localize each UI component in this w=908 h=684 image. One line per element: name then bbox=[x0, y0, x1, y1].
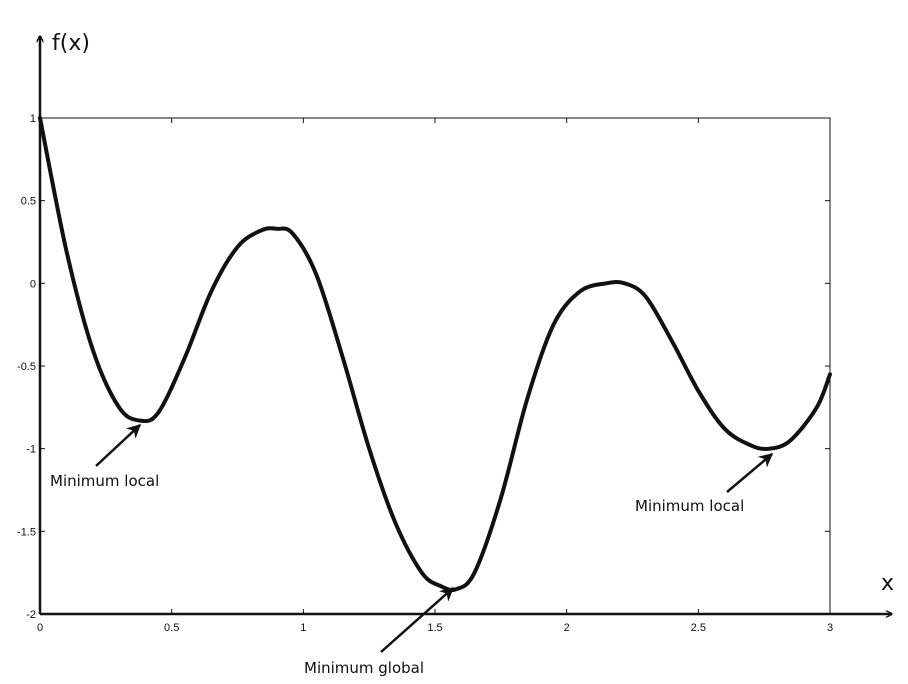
y-tick-label: -2 bbox=[26, 609, 36, 621]
annotation-arrow bbox=[95, 424, 142, 467]
annotation-arrow bbox=[726, 453, 774, 493]
y-tick-label: 0.5 bbox=[21, 196, 36, 208]
y-tick-label: -0.5 bbox=[17, 361, 36, 373]
y-axis-title: f(x) bbox=[52, 31, 90, 56]
annotation-label: Minimum local bbox=[50, 472, 159, 490]
annotation-arrow bbox=[380, 587, 455, 653]
x-axis-title: x bbox=[881, 571, 894, 596]
x-tick-label: 3 bbox=[827, 622, 833, 634]
y-tick-label: -1 bbox=[26, 444, 36, 456]
plot-frame bbox=[39, 117, 831, 615]
annotation-global-min: Minimum global bbox=[304, 587, 455, 677]
x-tick-label: 0 bbox=[37, 622, 43, 634]
annotation-label: Minimum local bbox=[635, 497, 744, 515]
x-ticks: 0 0.5 1 1.5 2 2.5 3 bbox=[37, 118, 833, 634]
annotation-local-min-1: Minimum local bbox=[50, 424, 159, 490]
annotation-label: Minimum global bbox=[304, 659, 424, 677]
x-tick-label: 2 bbox=[564, 622, 570, 634]
y-tick-label: 0 bbox=[30, 278, 36, 290]
x-tick-label: 1.5 bbox=[427, 622, 442, 634]
x-tick-label: 2.5 bbox=[691, 622, 706, 634]
y-tick-label: -1.5 bbox=[17, 526, 36, 538]
y-ticks: 1 0.5 0 -0.5 -1 -1.5 -2 bbox=[17, 113, 830, 621]
function-curve bbox=[38, 116, 832, 592]
annotation-local-min-2: Minimum local bbox=[635, 453, 774, 515]
x-tick-label: 0.5 bbox=[164, 622, 179, 634]
y-tick-label: 1 bbox=[30, 113, 36, 125]
x-tick-label: 1 bbox=[300, 622, 306, 634]
